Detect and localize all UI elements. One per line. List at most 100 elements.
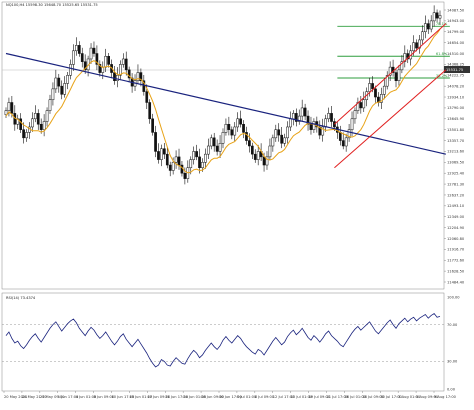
time-tick-label: 26 Jul 01:00 [344, 395, 366, 399]
candle [321, 118, 325, 142]
candle [25, 129, 28, 142]
candle-body [327, 113, 330, 120]
candle [429, 15, 433, 33]
candle [192, 146, 196, 165]
candle-body [268, 145, 272, 158]
candle-body [435, 12, 439, 19]
candle [274, 124, 278, 142]
price-tick-label: 12349.00 [447, 215, 465, 219]
price-tick-label: 13357.70 [447, 139, 465, 143]
candle [22, 122, 25, 144]
time-tick-label: 20 May 2021 [4, 395, 27, 399]
candle [4, 107, 8, 118]
candle-body [139, 72, 143, 81]
candle [72, 44, 75, 71]
candle [212, 132, 216, 152]
candle [107, 52, 110, 68]
candle-body [177, 156, 181, 166]
candle [403, 45, 407, 68]
candle-body [189, 159, 193, 169]
candle-body [48, 99, 52, 111]
candle-body [330, 113, 333, 122]
candle-body [253, 153, 257, 160]
candle [221, 128, 225, 149]
candle [209, 134, 213, 150]
candle-body [33, 113, 37, 120]
candle-body [353, 110, 357, 120]
candle [189, 156, 193, 175]
candle-body [274, 129, 278, 139]
candle-body [236, 118, 240, 128]
candle-body [394, 72, 398, 81]
candle-body [297, 115, 301, 122]
candle [242, 120, 245, 139]
candle-body [183, 172, 187, 179]
candle-body [312, 121, 316, 130]
candle-body [321, 126, 325, 136]
candle-body [250, 145, 254, 155]
candle-body [31, 118, 34, 128]
candle-body [113, 72, 116, 81]
price-tick-label: 14222.75 [447, 74, 464, 78]
candle [83, 54, 87, 74]
candle-body [63, 83, 66, 95]
candle-body [206, 145, 210, 155]
candle-body [4, 110, 8, 115]
time-tick-label: 10 Jun 17:00 [112, 395, 136, 399]
candle [204, 148, 207, 169]
candle-body [10, 102, 14, 114]
candle [344, 133, 348, 152]
candle-body [7, 102, 11, 111]
candle-body [89, 47, 93, 60]
candle-body [215, 145, 219, 152]
candle [300, 99, 304, 122]
candle-body [80, 53, 84, 62]
candle [139, 68, 143, 87]
time-tick-label: 8 Jul 09:00 [255, 395, 275, 399]
price-tick-label: 12204.90 [447, 226, 465, 230]
candle [380, 87, 383, 110]
fib-level-label: 78.1% [436, 22, 448, 26]
time-tick-label: 21 Jun 17:00 [165, 395, 189, 399]
candle [227, 116, 231, 136]
price-tick-label: 11484.40 [447, 280, 465, 284]
candle [239, 110, 242, 128]
candle [148, 99, 152, 124]
candle-body [230, 129, 234, 136]
candle [368, 77, 371, 97]
candle-body [227, 123, 231, 130]
candle [75, 37, 78, 56]
candle [353, 107, 357, 124]
candle [48, 94, 52, 114]
candle [215, 139, 219, 156]
candle [77, 41, 81, 57]
candle-body [341, 140, 345, 147]
candle [294, 108, 298, 127]
candle-body [426, 23, 430, 30]
time-tick-label: 9 Aug 17:00 [434, 395, 457, 399]
time-tick-label: 28 Jun 09:00 [201, 395, 225, 399]
candle [435, 9, 439, 23]
fib-level-label: 38.2% [436, 74, 448, 78]
candle-body [303, 107, 307, 117]
rsi-tick-label: 0.00 [447, 387, 456, 391]
candle [121, 53, 125, 68]
candle [230, 126, 234, 140]
candle-body [25, 132, 28, 139]
candle [283, 133, 286, 147]
candle [297, 109, 301, 125]
candle [183, 167, 187, 185]
candle-body [362, 99, 366, 109]
candle-body [19, 118, 23, 130]
candle-body [400, 61, 404, 71]
candle [359, 95, 363, 114]
candle [248, 133, 251, 153]
candle-body [280, 134, 283, 144]
candle [80, 47, 84, 68]
candle-body [116, 75, 119, 81]
candle [236, 112, 240, 132]
candle [42, 114, 46, 137]
candle [7, 97, 11, 117]
price-tick-label: 12493.10 [447, 204, 465, 208]
